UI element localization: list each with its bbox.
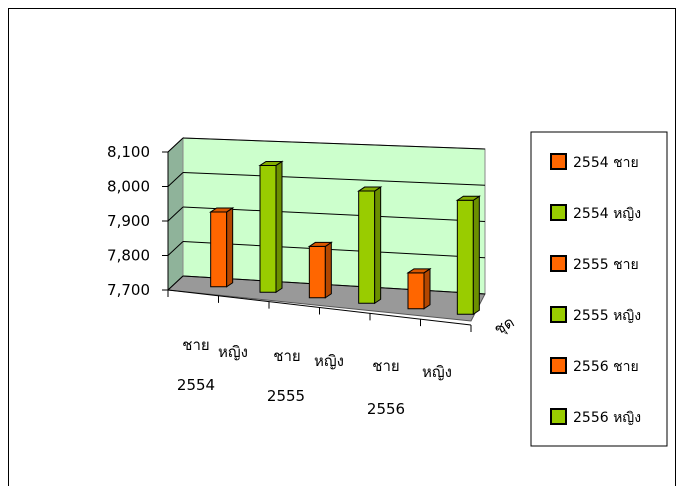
legend-swatch [550, 204, 567, 221]
y-tick-label: 7,900 [107, 212, 150, 230]
x-axis-title: ชุด [491, 313, 518, 339]
gridline [182, 241, 486, 259]
legend-swatch [550, 255, 567, 272]
legend-swatch [550, 357, 567, 374]
y-tick-label: 8,000 [107, 178, 150, 196]
legend-swatch [550, 306, 567, 323]
x-category-label: ชาย [182, 336, 209, 354]
y-axis: 7,700 7,800 7,900 8,000 8,100 [107, 143, 169, 299]
gridlines [167, 137, 486, 295]
bar [258, 160, 284, 294]
legend-label: 2556 ชาย [573, 359, 639, 375]
legend-box [530, 131, 668, 447]
side-gridline [167, 137, 184, 153]
x-category-label: หญิง [314, 352, 344, 370]
bar [209, 207, 235, 288]
x-year-label: 2555 [267, 387, 305, 405]
x-category-label: หญิง [422, 363, 452, 381]
y-tick-label: 7,700 [107, 281, 150, 299]
x-category-label: ชาย [273, 347, 300, 365]
legend: 2554 ชาย 2554 หญิง 2555 ชาย 2555 หญิง 2556 ช… [530, 131, 668, 447]
legend-label: 2555 หญิง [573, 308, 641, 324]
legend-swatch [550, 153, 567, 170]
chart-area [8, 8, 676, 486]
bar [455, 195, 481, 316]
legend-label: 2555 ชาย [573, 257, 639, 273]
gridline [182, 275, 486, 295]
x-category-label: ชาย [372, 357, 399, 375]
bars [209, 160, 481, 316]
x-year-label: 2554 [177, 376, 215, 394]
side-gridline [167, 275, 184, 291]
legend-label: 2556 หญิง [573, 410, 641, 426]
side-gridline [167, 206, 184, 222]
legend-item: 2555 ชาย [550, 255, 639, 273]
legend-item: 2554 ชาย [550, 153, 639, 171]
x-category-label: หญิง [218, 343, 248, 361]
x-year-label: 2556 [367, 400, 405, 418]
bar [307, 241, 333, 299]
legend-swatch [550, 408, 567, 425]
y-tick-label: 7,800 [107, 247, 150, 265]
bar [406, 267, 432, 310]
legend-item: 2556 หญิง [550, 408, 641, 426]
legend-item: 2555 หญิง [550, 306, 641, 324]
side-gridline [167, 241, 184, 256]
gridline [182, 206, 486, 222]
y-tick-label: 8,100 [107, 143, 150, 161]
legend-label: 2554 หญิง [573, 206, 641, 222]
side-gridline [167, 172, 184, 187]
legend-item: 2556 ชาย [550, 357, 639, 375]
gridline [182, 172, 486, 186]
legend-label: 2554 ชาย [573, 155, 639, 171]
legend-item: 2554 หญิง [550, 204, 641, 222]
gridline [182, 137, 486, 150]
bar [357, 186, 383, 305]
